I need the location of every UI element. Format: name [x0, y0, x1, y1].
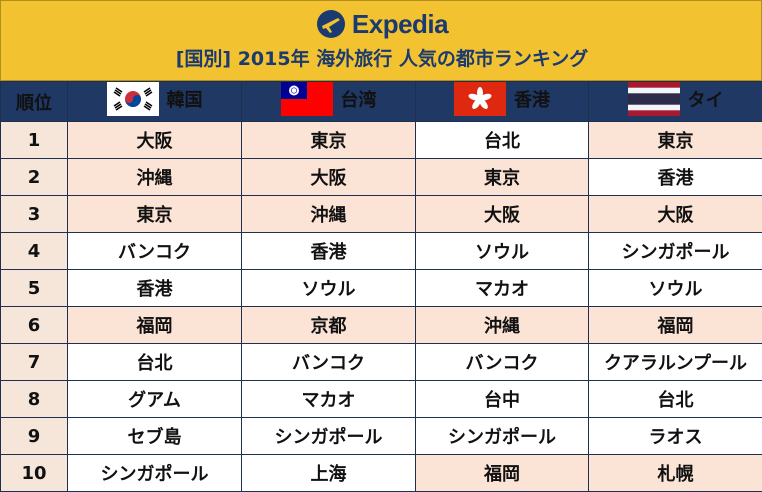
hongkong-flag-icon	[454, 82, 506, 116]
rank-number: 3	[1, 196, 68, 233]
rank-column-header: 順位	[1, 82, 68, 122]
city-cell: 東京	[68, 196, 242, 233]
city-cell: マカオ	[242, 381, 416, 418]
taiwan-flag-icon	[281, 82, 333, 116]
city-cell: ソウル	[589, 270, 762, 307]
city-cell: 札幌	[589, 455, 762, 492]
city-cell: 台北	[68, 344, 242, 381]
rank-number: 8	[1, 381, 68, 418]
rank-number: 9	[1, 418, 68, 455]
city-cell: 沖縄	[416, 307, 589, 344]
city-cell: 沖縄	[68, 159, 242, 196]
city-cell: 台北	[589, 381, 762, 418]
city-cell: 台北	[416, 122, 589, 159]
city-cell: クアラルンプール	[589, 344, 762, 381]
city-cell: ソウル	[242, 270, 416, 307]
city-cell: 大阪	[242, 159, 416, 196]
column-header-thailand: タイ	[589, 82, 762, 122]
city-cell: シンガポール	[589, 233, 762, 270]
column-header-taiwan: 台湾	[242, 82, 416, 122]
city-cell: シンガポール	[68, 455, 242, 492]
city-cell: 大阪	[589, 196, 762, 233]
rank-number: 10	[1, 455, 68, 492]
page-title: [国別] 2015年 海外旅行 人気の都市ランキング	[1, 45, 762, 73]
header-banner: Expedia [国別] 2015年 海外旅行 人気の都市ランキング	[0, 0, 762, 81]
column-header-hongkong: 香港	[416, 82, 589, 122]
rank-number: 2	[1, 159, 68, 196]
city-cell: 福岡	[416, 455, 589, 492]
rank-number: 6	[1, 307, 68, 344]
korea-flag-icon	[107, 82, 159, 116]
ranking-table: 順位	[0, 81, 762, 492]
city-cell: 京都	[242, 307, 416, 344]
city-cell: マカオ	[416, 270, 589, 307]
city-cell: バンコク	[68, 233, 242, 270]
city-cell: 香港	[242, 233, 416, 270]
city-cell: 上海	[242, 455, 416, 492]
city-cell: 東京	[242, 122, 416, 159]
brand-name: Expedia	[352, 8, 448, 40]
city-cell: グアム	[68, 381, 242, 418]
city-cell: バンコク	[416, 344, 589, 381]
rank-number: 1	[1, 122, 68, 159]
city-cell: シンガポール	[242, 418, 416, 455]
city-cell: セブ島	[68, 418, 242, 455]
city-cell: 香港	[68, 270, 242, 307]
city-cell: 東京	[589, 122, 762, 159]
rank-number: 5	[1, 270, 68, 307]
rank-number: 4	[1, 233, 68, 270]
table-header-row: 順位	[1, 82, 762, 122]
city-cell: バンコク	[242, 344, 416, 381]
city-cell: 東京	[416, 159, 589, 196]
city-cell: 福岡	[68, 307, 242, 344]
city-cell: ラオス	[589, 418, 762, 455]
globe-plane-icon	[316, 9, 346, 39]
city-cell: ソウル	[416, 233, 589, 270]
thailand-flag-icon	[628, 82, 680, 116]
city-cell: シンガポール	[416, 418, 589, 455]
city-cell: 沖縄	[242, 196, 416, 233]
city-cell: 大阪	[416, 196, 589, 233]
brand-logo: Expedia	[1, 8, 762, 40]
city-cell: 台中	[416, 381, 589, 418]
city-cell: 福岡	[589, 307, 762, 344]
city-cell: 大阪	[68, 122, 242, 159]
column-header-korea: 韓国	[68, 82, 242, 122]
rank-number: 7	[1, 344, 68, 381]
city-cell: 香港	[589, 159, 762, 196]
